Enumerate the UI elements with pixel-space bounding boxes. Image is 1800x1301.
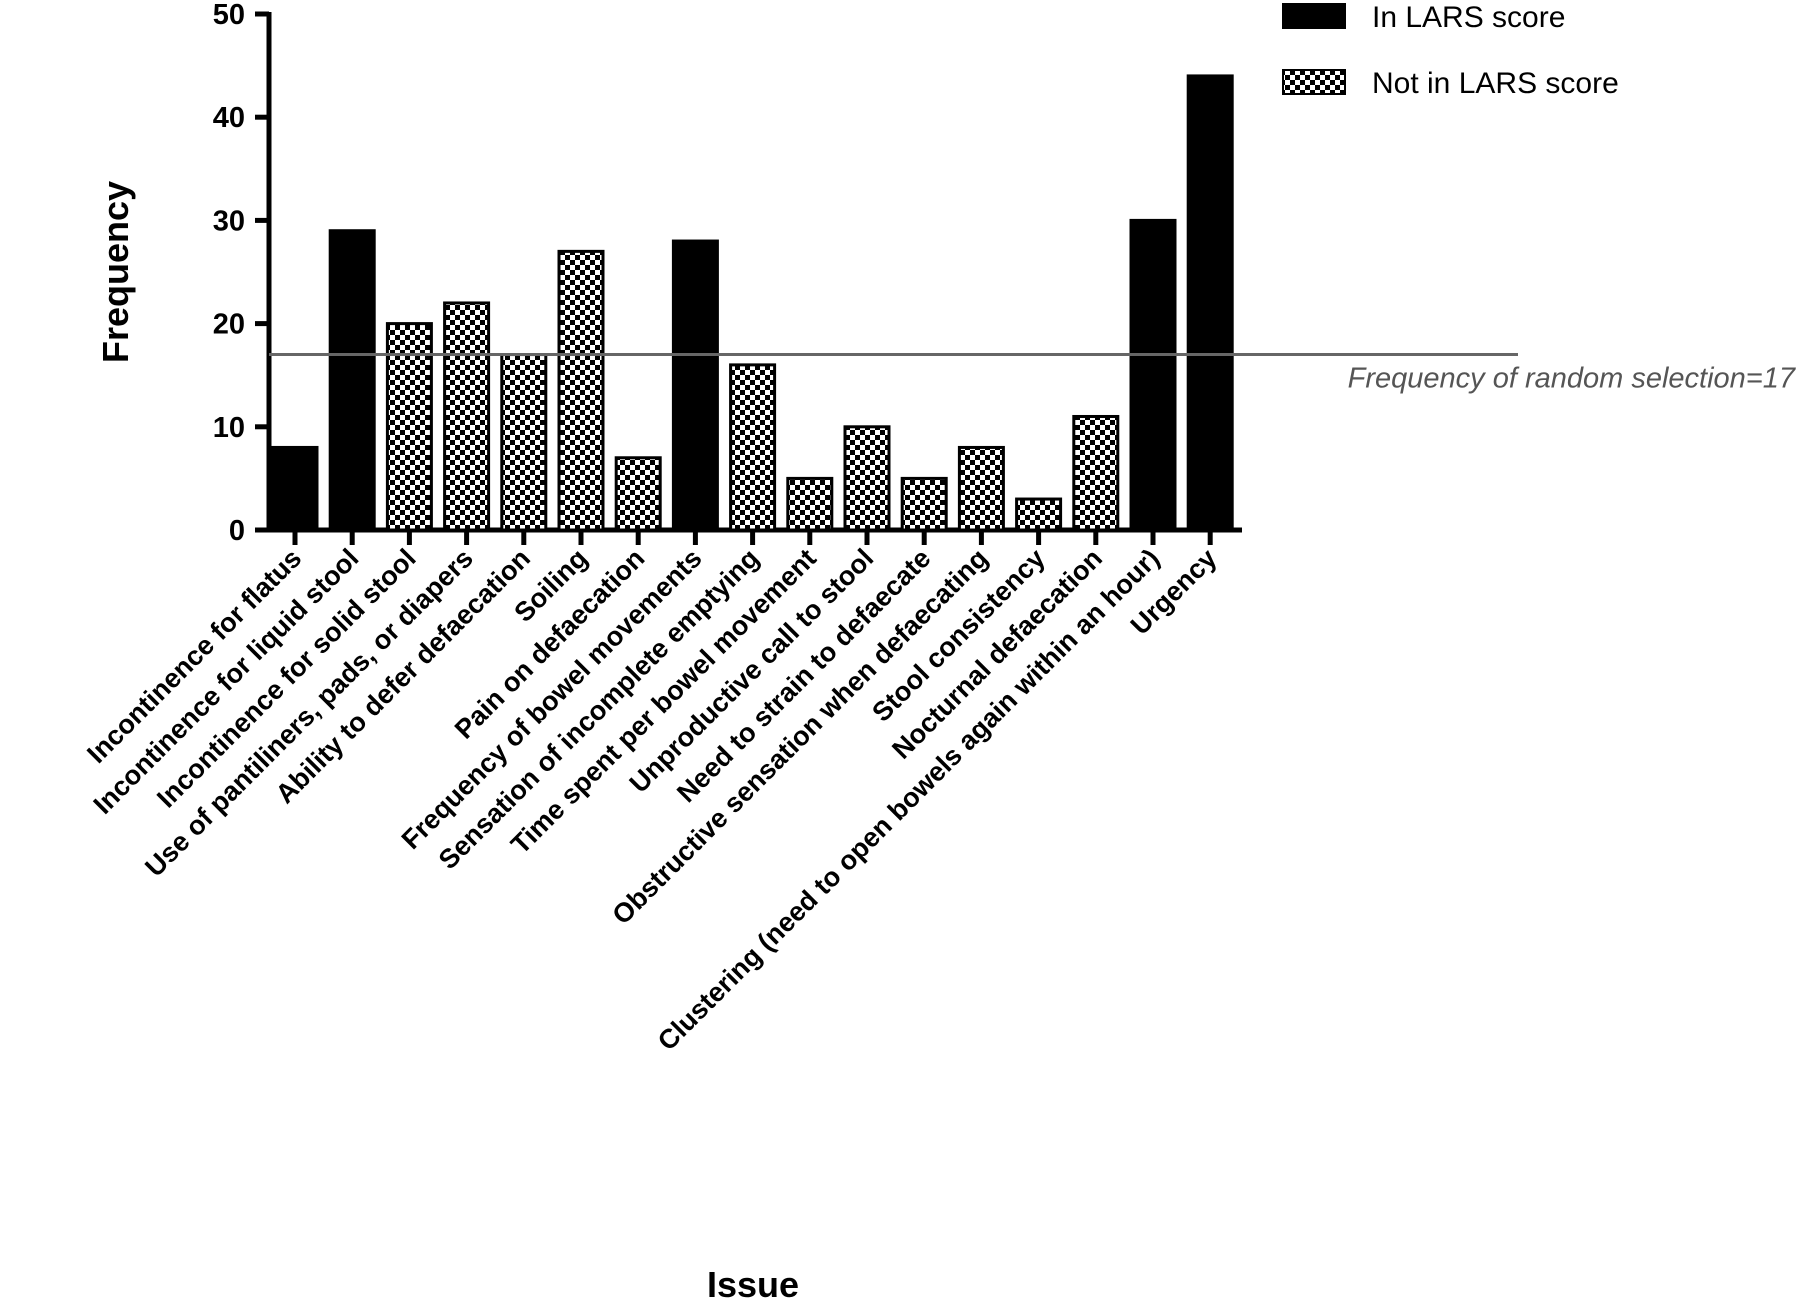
legend-swatch [1282, 69, 1346, 95]
y-tick-label: 20 [213, 309, 245, 341]
reference-line-label: Frequency of random selection=17 [1348, 363, 1797, 395]
y-tick-label: 0 [229, 515, 245, 547]
y-axis-title: Frequency [95, 181, 136, 363]
bar [557, 249, 605, 532]
bar [1015, 497, 1063, 532]
y-tick-label: 40 [213, 102, 245, 134]
bar [328, 229, 376, 532]
bar [900, 476, 948, 532]
bars [271, 74, 1234, 532]
bar [1072, 414, 1120, 532]
bar [1186, 74, 1234, 532]
bar [786, 476, 834, 532]
bar [729, 363, 777, 532]
legend-label: In LARS score [1372, 1, 1565, 34]
bar [385, 322, 433, 532]
bar [500, 353, 548, 532]
bar [443, 301, 491, 532]
y-tick-label: 30 [213, 205, 245, 237]
x-axis-title: Issue [707, 1264, 799, 1301]
legend-label: Not in LARS score [1372, 67, 1619, 100]
bar [957, 445, 1005, 532]
bar [671, 239, 719, 532]
reference-line-group: Frequency of random selection=17 [269, 353, 1797, 395]
bar [271, 445, 319, 532]
bar [1129, 218, 1177, 532]
legend: In LARS score Not in LARS score [1282, 1, 1619, 100]
bar [843, 425, 891, 532]
bar [614, 456, 662, 532]
legend-swatch [1282, 3, 1346, 29]
y-tick-label: 10 [213, 412, 245, 444]
y-tick-label: 50 [213, 0, 245, 31]
